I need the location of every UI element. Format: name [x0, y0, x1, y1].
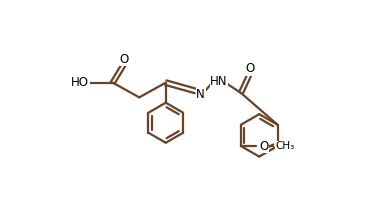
Text: HO: HO — [71, 76, 89, 89]
Text: O: O — [119, 53, 128, 65]
Text: HN: HN — [210, 75, 227, 88]
Text: N: N — [196, 88, 205, 101]
Text: O: O — [245, 62, 255, 75]
Text: CH₃: CH₃ — [275, 141, 295, 151]
Text: O: O — [259, 139, 268, 153]
